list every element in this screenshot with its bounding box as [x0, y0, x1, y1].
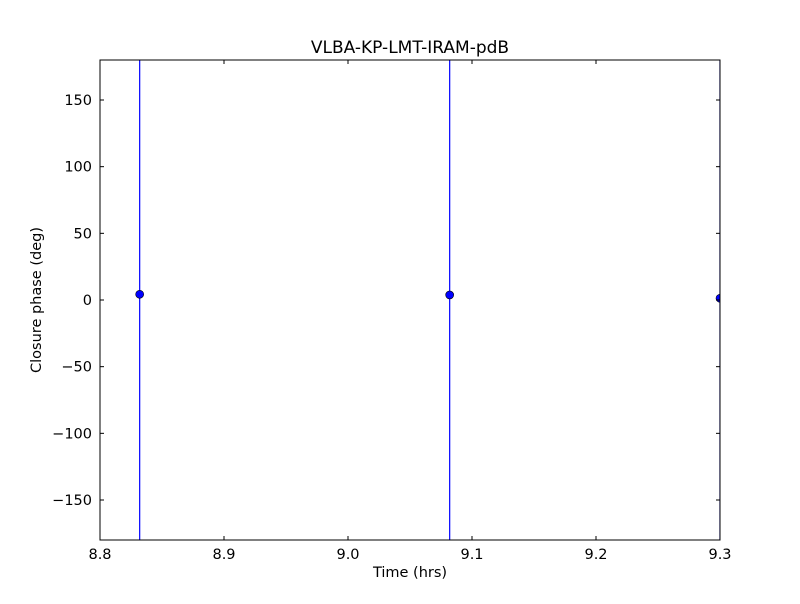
x-tick-label-4: 9.2	[584, 547, 607, 563]
y-tick-label-3: 0	[83, 293, 92, 309]
y-tick-label-1: 100	[64, 160, 92, 176]
x-tick-label-1: 8.9	[212, 547, 235, 563]
y-tick-label-0: 150	[64, 93, 92, 109]
data-layer	[135, 60, 720, 540]
chart-title: VLBA-KP-LMT-IRAM-pdB	[311, 38, 509, 58]
x-tick-label-5: 9.3	[708, 547, 731, 563]
y-tick-label-2: 50	[74, 226, 92, 242]
x-tick-label-3: 9.1	[460, 547, 483, 563]
data-point-1	[445, 290, 454, 300]
y-tick-label-6: −150	[52, 493, 92, 509]
y-axis-label: Closure phase (deg)	[29, 227, 45, 373]
x-tick-label-2: 9.0	[336, 547, 359, 563]
y-tick-label-4: −50	[61, 360, 92, 376]
x-axis-label: Time (hrs)	[372, 565, 447, 581]
x-tick-label-0: 8.8	[88, 547, 111, 563]
axis-ticks: 8.8 8.9 9.0 9.1 9.2 9.3 150 100 50 0 −50 −100 −150	[52, 60, 732, 563]
data-point-0	[135, 289, 144, 299]
y-tick-label-5: −100	[52, 426, 92, 442]
